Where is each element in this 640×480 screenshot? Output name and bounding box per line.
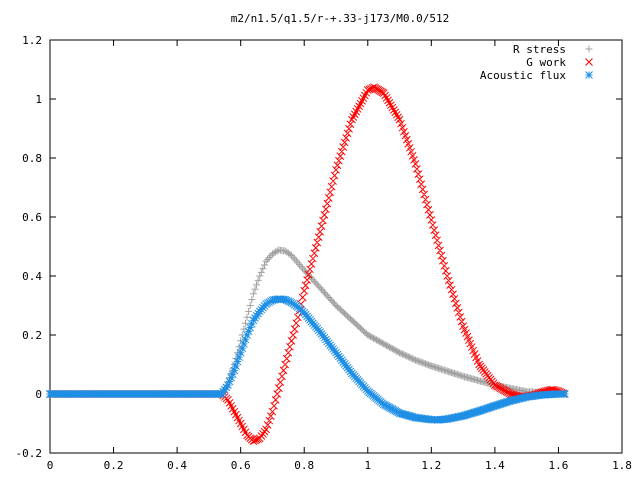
plot-frame	[49, 39, 623, 454]
x-tick-label: 1.6	[549, 459, 569, 472]
y-tick-label: 0.4	[22, 270, 42, 283]
series-markers	[46, 295, 569, 424]
x-tick-label: 1	[364, 459, 371, 472]
chart-title: m2/n1.5/q1.5/r-+.33-j173/M0.0/512	[231, 12, 450, 25]
y-tick-label: 0.8	[22, 152, 42, 165]
y-tick-label: 1	[35, 93, 42, 106]
x-tick-label: 1.8	[612, 459, 632, 472]
series-acoustic-flux	[46, 295, 569, 424]
x-tick-label: 0.2	[104, 459, 124, 472]
legend-label: G work	[526, 56, 566, 69]
y-axis: -0.2 0 0.2 0.4 0.6 0.8 1 1.2	[16, 34, 622, 460]
x-axis: 0 0.2 0.4 0.6 0.8 1 1.2 1.4 1.6 1.8	[47, 40, 632, 472]
x-tick-label: 1.2	[421, 459, 441, 472]
y-tick-label: 1.2	[22, 34, 42, 47]
series-layer	[46, 83, 569, 446]
x-tick-label: 0.8	[294, 459, 314, 472]
legend-label: R stress	[513, 43, 566, 56]
legend-marker	[585, 71, 593, 79]
legend-marker	[585, 58, 593, 66]
y-tick-label: -0.2	[16, 447, 43, 460]
x-tick-label: 0.6	[231, 459, 251, 472]
y-tick-label: 0.6	[22, 211, 42, 224]
y-tick-label: 0.2	[22, 329, 42, 342]
legend-label: Acoustic flux	[480, 69, 566, 82]
legend-marker	[585, 45, 593, 53]
x-tick-label: 0.4	[167, 459, 187, 472]
y-tick-label: 0	[35, 388, 42, 401]
x-tick-label: 0	[47, 459, 54, 472]
x-tick-label: 1.4	[485, 459, 505, 472]
